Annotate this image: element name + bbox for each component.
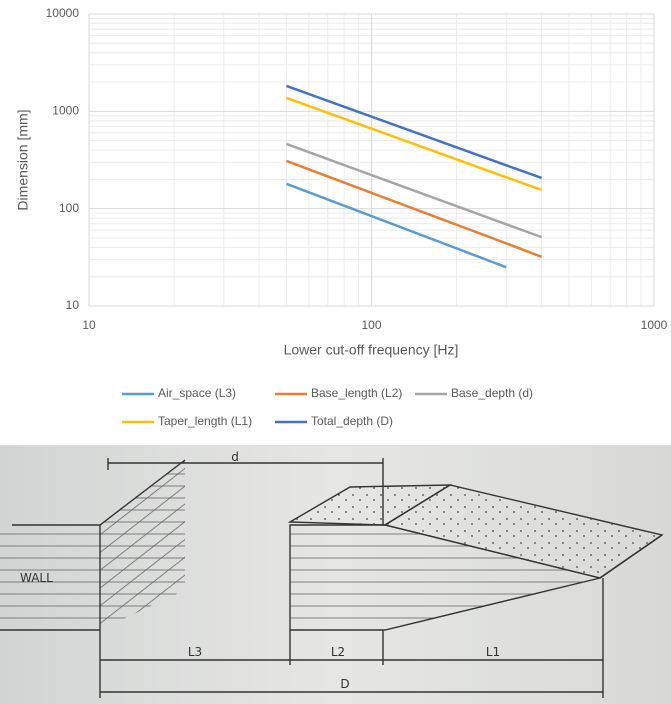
legend-label: Base_length (L2): [311, 386, 402, 400]
label-wall: WALL: [20, 571, 53, 585]
series-line: [286, 182, 507, 269]
series-line: [286, 84, 543, 180]
divider: [0, 445, 671, 446]
x-tick-label: 1000: [641, 318, 668, 332]
x-axis-label: Lower cut-off frequency [Hz]: [284, 342, 459, 358]
y-tick-label: 100: [59, 201, 79, 215]
x-tick-label: 100: [361, 318, 381, 332]
y-axis-label: Dimension [mm]: [15, 109, 31, 210]
legend-label: Base_depth (d): [451, 386, 533, 400]
drawing: [0, 446, 671, 704]
legend-label: Air_space (L3): [158, 386, 236, 400]
series-line: [286, 96, 543, 192]
series-line: [286, 142, 543, 239]
legend-label: Total_depth (D): [311, 414, 393, 428]
y-tick-label: 10000: [46, 6, 80, 20]
chart: Lower cut-off frequency [Hz] Dimension […: [15, 6, 668, 428]
y-tick-label: 1000: [52, 104, 79, 118]
x-tick-label: 10: [82, 318, 96, 332]
label-d: d: [231, 450, 239, 464]
label-l3: L3: [188, 645, 202, 659]
sketch: d WALL L3 L2 L1 D: [0, 446, 671, 704]
label-l2: L2: [331, 645, 345, 659]
label-total: D: [340, 677, 349, 691]
label-l1: L1: [486, 645, 500, 659]
series-line: [286, 159, 543, 258]
y-tick-label: 10: [66, 298, 80, 312]
legend-label: Taper_length (L1): [158, 414, 252, 428]
